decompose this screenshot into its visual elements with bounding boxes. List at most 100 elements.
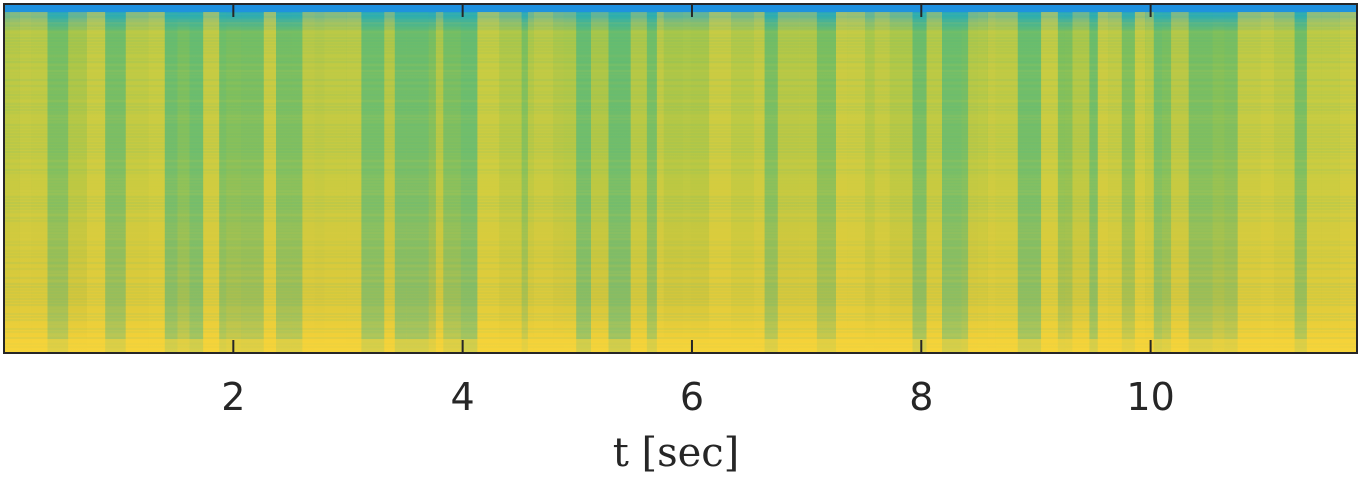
time-band: [663, 12, 683, 353]
time-band: [105, 12, 126, 353]
x-tick-label: 6: [680, 375, 704, 419]
time-band: [865, 12, 875, 353]
time-band: [68, 12, 87, 353]
time-band: [533, 12, 554, 353]
time-band: [1306, 12, 1322, 353]
time-band: [394, 12, 407, 353]
time-band: [777, 12, 800, 353]
time-band: [816, 12, 836, 353]
time-band: [203, 12, 220, 353]
time-band: [527, 12, 534, 353]
time-band: [1339, 12, 1357, 353]
time-band: [1108, 12, 1122, 353]
time-band: [1121, 12, 1135, 353]
time-band: [428, 12, 436, 353]
time-band: [324, 12, 346, 353]
time-band: [646, 12, 657, 353]
time-band: [942, 12, 962, 353]
time-band: [276, 12, 292, 353]
x-tick-label: 8: [909, 375, 933, 419]
plot-frame: [3, 3, 1358, 354]
time-band: [1237, 12, 1261, 353]
time-band: [1057, 12, 1065, 353]
time-band: [1188, 12, 1213, 353]
time-band: [1294, 12, 1307, 353]
time-band: [1274, 12, 1295, 353]
time-band: [406, 12, 429, 353]
time-band: [926, 12, 942, 353]
x-tick-label: 2: [221, 375, 245, 419]
time-band: [477, 12, 500, 353]
low-frequency-band: [4, 339, 1357, 353]
time-band: [346, 12, 362, 353]
time-band: [874, 12, 890, 353]
time-band: [384, 12, 395, 353]
time-band: [443, 12, 461, 353]
time-band: [630, 12, 647, 353]
time-band: [836, 12, 848, 353]
time-band: [189, 12, 204, 353]
time-band: [125, 12, 149, 353]
time-band: [460, 12, 478, 353]
x-tick-label: 10: [1126, 375, 1174, 419]
time-band: [47, 12, 69, 353]
time-band: [1145, 12, 1154, 353]
time-band: [1134, 12, 1145, 353]
time-band: [1097, 12, 1109, 353]
time-band: [1224, 12, 1238, 353]
time-band: [553, 12, 564, 353]
x-tick-label: 4: [451, 375, 475, 419]
time-band: [608, 12, 631, 353]
time-band: [709, 12, 731, 353]
time-band: [968, 12, 978, 353]
time-band: [31, 12, 48, 353]
time-band: [4, 12, 10, 353]
time-band: [977, 12, 988, 353]
time-band: [521, 12, 528, 353]
time-band: [576, 12, 591, 353]
spectrogram-time-bands: [4, 12, 1357, 353]
time-band: [731, 12, 755, 353]
time-band: [19, 12, 32, 353]
time-band: [435, 12, 444, 353]
time-band: [148, 12, 165, 353]
time-band: [177, 12, 190, 353]
spectrogram-frequency-texture: [4, 4, 1357, 353]
time-band: [912, 12, 927, 353]
time-band: [1072, 12, 1090, 353]
time-band: [1064, 12, 1073, 353]
time-band: [682, 12, 691, 353]
time-band: [302, 12, 315, 353]
time-band: [1321, 12, 1340, 353]
time-band: [563, 12, 577, 353]
x-axis-label: t [sec]: [613, 430, 740, 476]
time-band: [1162, 12, 1172, 353]
time-band: [799, 12, 817, 353]
time-band: [499, 12, 522, 353]
time-band: [1153, 12, 1162, 353]
time-band: [889, 12, 913, 353]
spectrogram-image: [4, 4, 1357, 353]
time-band: [847, 12, 865, 353]
time-band: [164, 12, 178, 353]
time-band: [591, 12, 609, 353]
time-band: [754, 12, 765, 353]
time-band: [291, 12, 303, 353]
time-band: [1212, 12, 1225, 353]
time-band: [241, 12, 264, 353]
time-band: [10, 12, 20, 353]
time-band: [263, 12, 276, 353]
time-band: [961, 12, 969, 353]
time-band: [314, 12, 325, 353]
time-band: [988, 12, 996, 353]
time-band: [995, 12, 1018, 353]
high-frequency-band: [4, 4, 1357, 12]
time-band: [86, 12, 106, 353]
time-band: [764, 12, 778, 353]
time-band: [1017, 12, 1042, 353]
time-band: [1171, 12, 1189, 353]
time-band: [226, 12, 242, 353]
time-band: [219, 12, 227, 353]
spectrogram-background: [4, 4, 1357, 353]
